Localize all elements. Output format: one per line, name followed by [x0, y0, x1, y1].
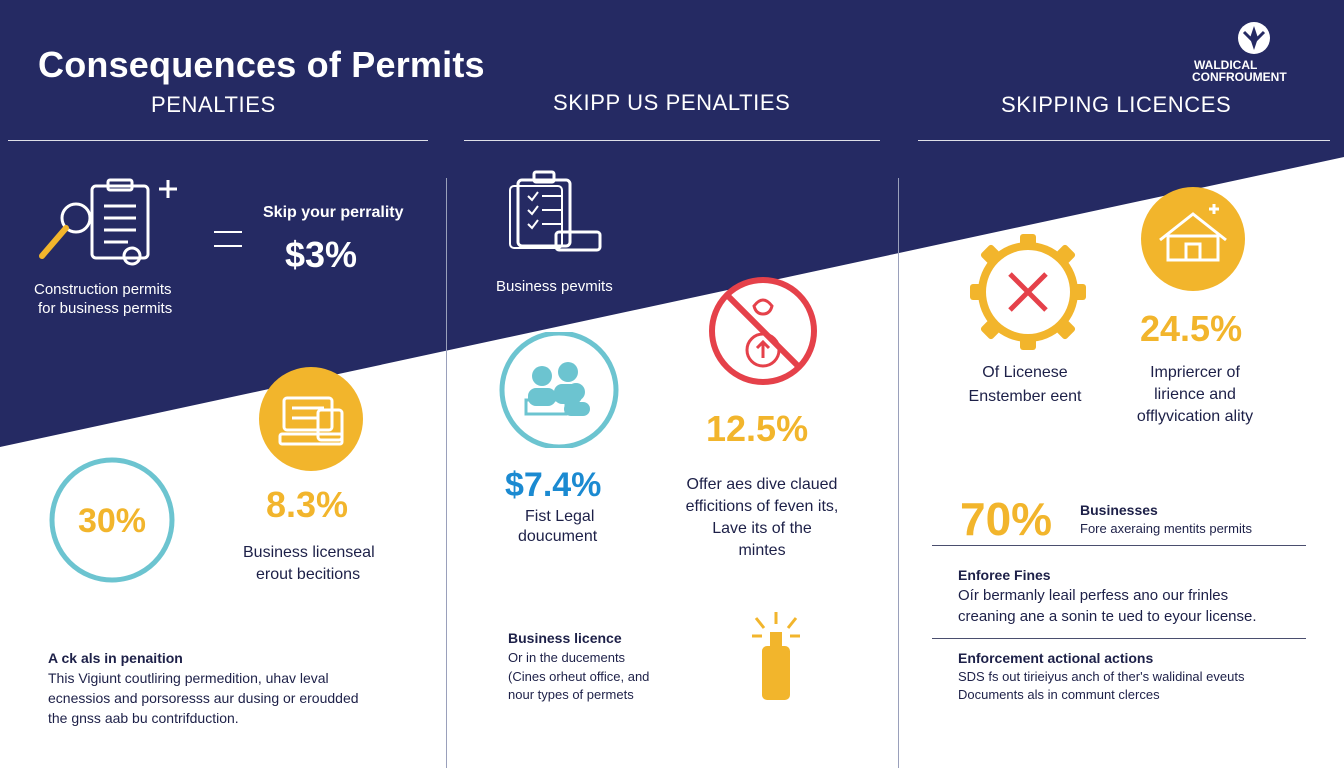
heading-rule-1 — [8, 140, 428, 141]
businesses-title: Businesses — [1080, 502, 1158, 518]
legal-document-percent: $7.4% — [505, 466, 602, 504]
note-line-3: the gnss aab bu contrifduction. — [48, 710, 239, 726]
offer-label-4: mintes — [738, 542, 786, 559]
spray-bottle-icon — [752, 612, 800, 700]
heading-rule-2 — [464, 140, 880, 141]
divider-enforce-top — [932, 545, 1306, 546]
no-money-bag-icon — [709, 277, 817, 385]
logo-text-top: WALDICAL — [1194, 58, 1258, 72]
business-licence-line-3: nour types of permets — [508, 687, 634, 702]
page-title: Consequences of Permits — [38, 44, 485, 85]
enforcement-actions-title: Enforcement actional actions — [958, 650, 1154, 666]
enforce-fines-line-1: Oír bermanly leail perfess ano our frinl… — [958, 587, 1229, 604]
column-divider-2 — [898, 178, 899, 768]
clipboard-magnifier-icon — [39, 178, 177, 266]
businesses-percent: 70% — [960, 493, 1053, 545]
licence-label-2: Enstember eent — [968, 388, 1082, 405]
legal-document-label-2: doucument — [518, 528, 598, 545]
column-heading-skipp-us-penalties: SKIPP US PENALTIES — [553, 90, 791, 115]
legal-document-label-1: Fist Legal — [525, 508, 595, 525]
impriercer-label-1: Impriercer of — [1150, 364, 1240, 381]
impriercer-label-3: offlyvication ality — [1136, 408, 1254, 425]
equals-icon — [214, 231, 242, 247]
column-heading-skipping-licences: SKIPPING LICENCES — [1001, 92, 1232, 117]
note-title-business-licence: Business licence — [508, 630, 622, 646]
construction-permits-label-1: Construction permits — [34, 281, 172, 298]
logo-emblem-icon — [1238, 22, 1270, 54]
x-gear-icon — [970, 234, 1086, 350]
licence-percent: 24.5% — [1140, 308, 1243, 349]
offer-label-3: Lave its of the — [712, 520, 812, 537]
offer-label-2: efficitions of feven its, — [685, 498, 839, 515]
note-line-1: This Vigiunt coutliring permedition, uha… — [48, 670, 329, 686]
construction-permits-label-2: for business permits — [38, 300, 173, 317]
enforcement-actions-line-2: Documents als in communt clerces — [958, 687, 1160, 702]
document-stack-icon — [259, 367, 363, 471]
business-permits-label: Business pevmits — [496, 278, 613, 295]
business-license-percent: 8.3% — [266, 484, 349, 525]
people-group-icon — [499, 332, 619, 448]
column-heading-penalties: PENALTIES — [151, 92, 276, 117]
business-license-label-1: Business licenseal — [243, 544, 375, 561]
business-license-label-2: erout becitions — [256, 566, 361, 583]
business-licence-line-2: (Cines orheut office, and — [508, 669, 650, 684]
clipboard-stack-icon — [509, 170, 602, 252]
offer-percent: 12.5% — [706, 408, 809, 449]
percent-ring — [49, 457, 175, 583]
offer-label-1: Offer aes dive claued — [686, 476, 838, 493]
business-licence-line-1: Or in the ducements — [508, 650, 626, 665]
enforce-fines-title: Enforee Fines — [958, 567, 1051, 583]
column-divider-1 — [446, 178, 447, 768]
ring-percent-value: 30% — [77, 502, 147, 540]
note-line-2: ecnessios and porsoresss aur dusing or e… — [48, 690, 359, 706]
skip-penalty-label: Skip your perrality — [263, 204, 404, 221]
licence-label-1: Of Licenese — [982, 364, 1068, 381]
logo: WALDICAL CONFROUMENT — [1188, 20, 1318, 90]
note-title-penalties: A ck als in penaition — [48, 650, 183, 666]
impriercer-label-2: lirience and — [1154, 386, 1236, 403]
heading-rule-3 — [918, 140, 1330, 141]
divider-enforcement-top — [932, 638, 1306, 639]
businesses-subtitle: Fore axeraing mentits permits — [1080, 521, 1252, 536]
enforce-fines-line-2: creaning ane a sonin te ued to eyour lic… — [958, 608, 1257, 625]
enforcement-actions-line-1: SDS fs out tirieiyus anch of ther's wali… — [958, 669, 1245, 684]
house-icon — [1141, 187, 1245, 291]
skip-penalty-value: $3% — [285, 234, 358, 275]
logo-text-bottom: CONFROUMENT — [1192, 70, 1287, 84]
